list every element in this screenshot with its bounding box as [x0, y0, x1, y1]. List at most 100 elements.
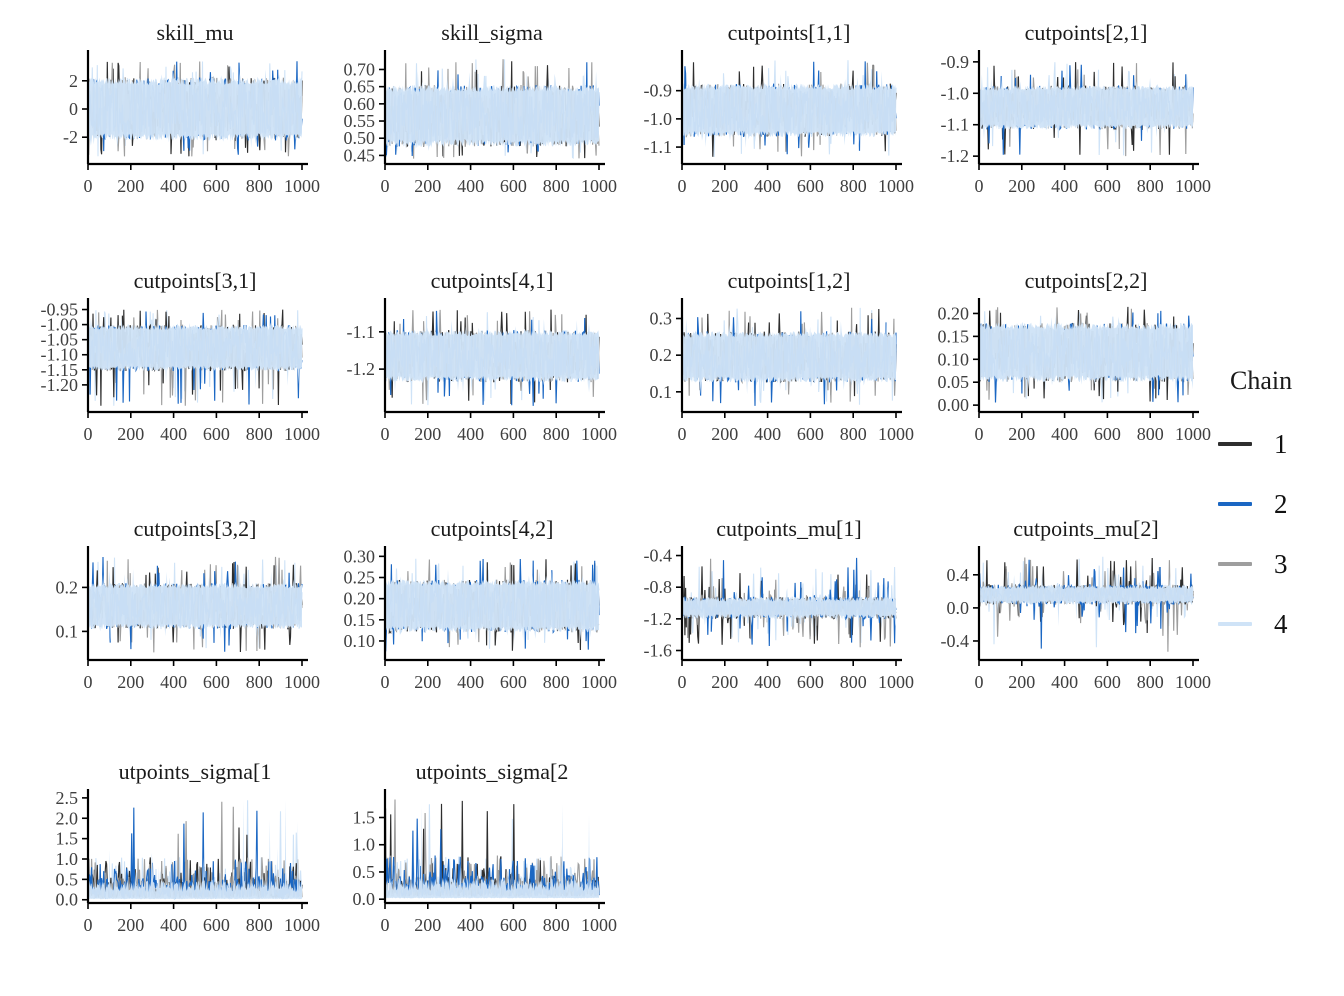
x-tick-label: 1000 — [878, 176, 914, 196]
trace-panel-skill-mu: skill_mu 2 0 -2 0 200 400 600 800 1000 — [24, 14, 320, 252]
trace-band-chain-4 — [385, 569, 599, 641]
y-tick-label: -1.2 — [644, 609, 673, 629]
panel-title: skill_mu — [156, 20, 233, 45]
x-tick-label: 400 — [754, 672, 781, 692]
y-tick-label: 0.3 — [650, 309, 673, 329]
x-tick-label: 800 — [246, 424, 273, 444]
y-tick-label: -1.0 — [644, 109, 673, 129]
y-tick-label: 0.20 — [344, 589, 376, 609]
legend-items: 1 2 3 4 — [1212, 414, 1342, 654]
y-tick-label: 0.15 — [938, 326, 970, 346]
legend-title: Chain — [1230, 366, 1293, 395]
y-tick-label: 2 — [69, 71, 78, 91]
y-tick-label: 0.2 — [650, 345, 673, 365]
x-tick-label: 1000 — [1175, 424, 1211, 444]
legend-line-swatch — [1218, 622, 1252, 626]
x-tick-label: 200 — [117, 915, 144, 935]
x-tick-label: 1000 — [878, 672, 914, 692]
x-tick-label: 400 — [457, 672, 484, 692]
legend-item-chain-2: 2 — [1212, 474, 1342, 534]
trace-panel-cutpoints-3-2-: cutpoints[3,2] 0.2 0.1 0 200 400 600 800 1000 — [24, 510, 321, 748]
legend-item-label: 2 — [1274, 488, 1288, 519]
trace-band-chain-4 — [682, 576, 896, 631]
x-tick-label: 600 — [797, 176, 824, 196]
y-tick-label: 1.5 — [353, 808, 376, 828]
x-tick-label: 200 — [414, 176, 441, 196]
panel-title: cutpoints[2,2] — [1025, 268, 1148, 293]
legend-line-swatch — [1218, 442, 1252, 446]
x-tick-label: 600 — [1094, 424, 1121, 444]
x-tick-label: 0 — [678, 672, 687, 692]
x-tick-label: 200 — [1008, 424, 1035, 444]
trace-line-chain-2 — [978, 559, 1194, 649]
x-tick-label: 1000 — [284, 424, 320, 444]
y-tick-label: 2.0 — [56, 808, 79, 828]
y-tick-label: -1.2 — [941, 146, 970, 166]
x-tick-label: 800 — [246, 672, 273, 692]
y-tick-label: 0.25 — [344, 568, 376, 588]
legend-line-swatch — [1218, 502, 1252, 506]
y-tick-label: 0.60 — [344, 94, 376, 114]
x-tick-label: 800 — [246, 915, 273, 935]
y-tick-label: 0.0 — [947, 598, 970, 618]
x-tick-label: 600 — [797, 424, 824, 444]
trace-band-chain-4 — [682, 71, 896, 148]
panel-title: cutpoints[4,2] — [431, 516, 554, 541]
trace-band-chain-4 — [88, 316, 302, 390]
panel-title: utpoints_sigma[2 — [416, 759, 569, 784]
x-tick-label: 400 — [457, 424, 484, 444]
x-tick-label: 200 — [414, 424, 441, 444]
y-tick-label: 0.55 — [344, 111, 376, 131]
y-tick-label: -1.2 — [347, 359, 376, 379]
panel-title: cutpoints[3,1] — [134, 268, 257, 293]
y-tick-label: -1.10 — [41, 345, 79, 365]
trace-panel-utpoints-sigma-1: utpoints_sigma[1 2.5 2.0 1.5 1.0 0.5 0.0 0 200 40… — [24, 753, 321, 991]
y-tick-label: 0.10 — [344, 631, 376, 651]
y-tick-label: -0.8 — [644, 577, 673, 597]
x-tick-label: 200 — [117, 672, 144, 692]
x-tick-label: 800 — [1137, 424, 1164, 444]
trace-band-chain-4 — [385, 319, 599, 393]
x-tick-label: 200 — [414, 672, 441, 692]
trace-panel-cutpoints-4-2-: cutpoints[4,2] 0.30 0.25 0.20 0.15 0.10 0 200 40… — [321, 510, 618, 748]
y-tick-label: 0.10 — [938, 349, 970, 369]
y-tick-label: -1.1 — [941, 115, 970, 135]
y-tick-label: 0.20 — [938, 303, 970, 323]
x-tick-label: 0 — [381, 915, 390, 935]
x-tick-label: 0 — [84, 176, 93, 196]
y-tick-label: -1.00 — [41, 315, 79, 335]
trace-band-chain-4 — [88, 569, 302, 643]
x-tick-label: 200 — [414, 915, 441, 935]
x-tick-label: 600 — [203, 672, 230, 692]
y-tick-label: 1.0 — [353, 835, 376, 855]
x-tick-label: 200 — [117, 176, 144, 196]
x-tick-label: 1000 — [581, 176, 617, 196]
x-tick-label: 800 — [543, 915, 570, 935]
x-tick-label: 400 — [160, 424, 187, 444]
x-tick-label: 0 — [678, 424, 687, 444]
trace-panel-cutpoints-4-1-: cutpoints[4,1] -1.1 -1.2 0 200 400 600 800 1000 — [321, 262, 618, 500]
y-tick-label: -1.05 — [41, 330, 79, 350]
x-tick-label: 400 — [457, 915, 484, 935]
x-tick-label: 400 — [160, 176, 187, 196]
panel-title: cutpoints[3,2] — [134, 516, 257, 541]
panel-title: cutpoints_mu[1] — [716, 516, 861, 541]
x-tick-label: 400 — [1051, 176, 1078, 196]
y-tick-label: -1.6 — [644, 641, 673, 661]
trace-panel-skill-sigma: skill_sigma 0.70 0.65 0.60 0.55 0.50 0.45 0 200 4… — [321, 14, 618, 252]
y-tick-label: 0.5 — [353, 862, 376, 882]
trace-plot-figure: skill_mu 2 0 -2 0 200 400 600 800 1000 skill_sigma… — [24, 14, 1342, 935]
trace-band-chain-4 — [979, 315, 1193, 393]
trace-band-chain-4 — [979, 572, 1193, 627]
x-tick-label: 1000 — [581, 424, 617, 444]
x-tick-label: 400 — [457, 176, 484, 196]
x-tick-label: 400 — [1051, 424, 1078, 444]
x-tick-label: 400 — [754, 424, 781, 444]
x-tick-label: 600 — [1094, 672, 1121, 692]
y-tick-label: 1.0 — [56, 849, 79, 869]
x-tick-label: 400 — [160, 915, 187, 935]
y-tick-label: -1.1 — [644, 137, 673, 157]
x-tick-label: 200 — [711, 176, 738, 196]
x-tick-label: 200 — [711, 672, 738, 692]
panel-title: cutpoints[2,1] — [1025, 20, 1148, 45]
